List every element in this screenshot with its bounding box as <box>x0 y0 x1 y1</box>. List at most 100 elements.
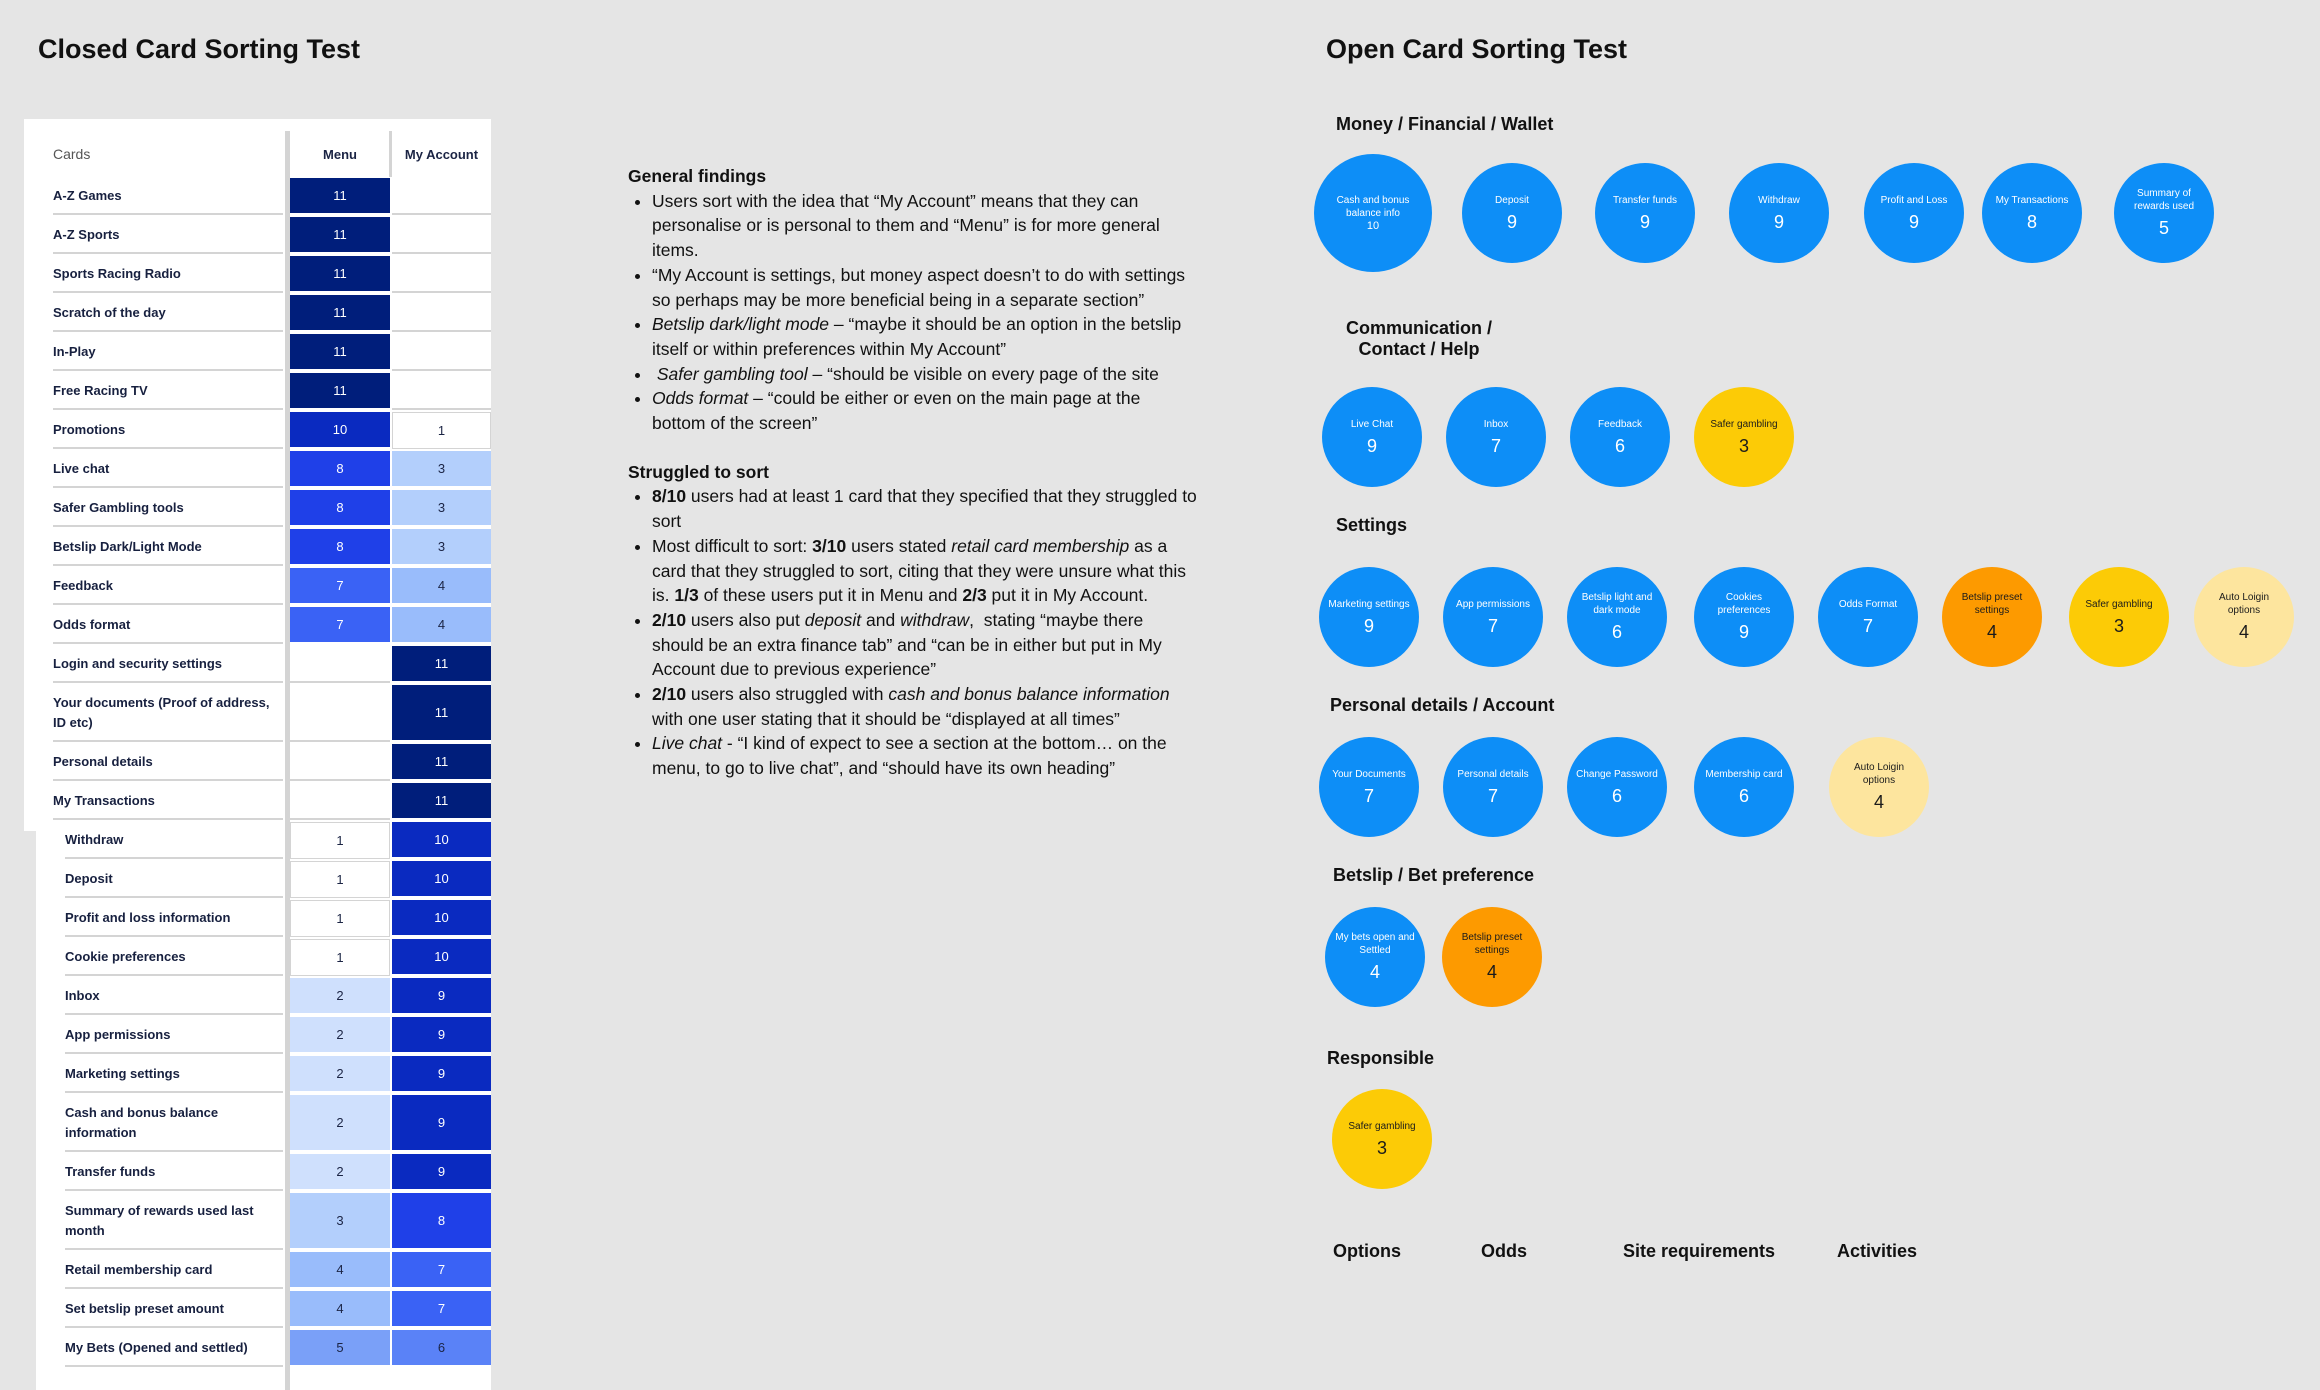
menu-count-cell: 1 <box>290 861 390 898</box>
card-label: Cookie preferences <box>65 939 283 976</box>
column-divider <box>389 131 392 177</box>
table-row: Cash and bonus balance information 2 9 <box>24 1095 491 1152</box>
menu-count-cell: 2 <box>290 1017 390 1054</box>
menu-column-header: Menu <box>323 147 357 162</box>
card-bubble-count: 9 <box>1363 615 1374 636</box>
card-label: Deposit <box>65 861 283 898</box>
card-label: In-Play <box>53 334 283 371</box>
closed-sort-table: Cards Menu My Account A-Z Games 11 A-Z Spo… <box>24 119 491 1390</box>
card-label: My Transactions <box>53 783 283 820</box>
table-row: Scratch of the day 11 <box>24 295 491 332</box>
group-heading: Personal details / Account <box>1330 695 1555 715</box>
account-count-cell: 10 <box>392 939 491 976</box>
account-count-cell: 6 <box>392 1330 491 1367</box>
empty-group-heading: Odds <box>1481 1241 1528 1261</box>
menu-count-cell: 11 <box>290 373 390 410</box>
card-bubble-label: Safer gambling <box>1348 1120 1416 1132</box>
card-bubble-count: 4 <box>2238 622 2249 642</box>
account-count-cell: 4 <box>392 607 491 644</box>
card-bubble-label: Profit and Loss <box>1880 194 1948 206</box>
table-row: A-Z Games 11 <box>24 178 491 215</box>
card-label: My Bets (Opened and settled) <box>65 1330 283 1367</box>
account-count-cell: 9 <box>392 978 491 1015</box>
account-count-cell <box>392 256 491 293</box>
card-label: Cash and bonus balance information <box>65 1095 283 1152</box>
general-findings-heading: General findings <box>628 166 767 186</box>
card-bubble-count: 9 <box>1506 211 1517 232</box>
table-row: Live chat 8 3 <box>24 451 491 488</box>
card-bubble-count: 3 <box>2113 615 2124 636</box>
account-count-cell: 3 <box>392 451 491 488</box>
finding-item: Live chat - “I kind of expect to see a s… <box>652 731 1198 780</box>
table-row: Inbox 2 9 <box>24 978 491 1015</box>
card-bubble-count: 10 <box>1366 220 1380 232</box>
table-row: Your documents (Proof of address, ID etc… <box>24 685 491 742</box>
card-bubble-count: 4 <box>1986 622 1997 642</box>
card-bubble-label: Betslip preset settings <box>1961 592 2023 616</box>
table-row: A-Z Sports 11 <box>24 217 491 254</box>
card-bubble-count: 4 <box>1486 962 1497 982</box>
finding-item: 2/10 users also struggled with cash and … <box>652 682 1198 731</box>
empty-group-heading: Site requirements <box>1623 1241 1776 1261</box>
card-bubble: Cash and bonus balance info 10 <box>1314 154 1432 272</box>
card-label: App permissions <box>65 1017 283 1054</box>
account-count-cell: 3 <box>392 529 491 566</box>
table-row: My Transactions 11 <box>24 783 491 820</box>
group-heading: Responsible <box>1327 1048 1435 1068</box>
table-row: Profit and loss information 1 10 <box>24 900 491 937</box>
card-bubble: My Transactions 8 <box>1982 163 2082 263</box>
card-label: Inbox <box>65 978 283 1015</box>
account-count-cell <box>392 334 491 371</box>
card-bubble-label: Inbox <box>1483 418 1509 430</box>
card-bubble: Summary of rewards used 5 <box>2114 163 2214 263</box>
account-count-cell <box>392 295 491 332</box>
account-count-cell: 10 <box>392 822 491 859</box>
account-count-cell: 10 <box>392 900 491 937</box>
account-count-cell <box>392 178 491 215</box>
card-label: Feedback <box>53 568 283 605</box>
card-label: A-Z Sports <box>53 217 283 254</box>
menu-count-cell: 4 <box>290 1291 390 1328</box>
card-bubble: Safer gambling 3 <box>1332 1089 1432 1189</box>
menu-count-cell: 1 <box>290 900 390 937</box>
card-bubble: Deposit 9 <box>1462 163 1562 263</box>
card-bubble-count: 6 <box>1611 622 1622 642</box>
table-row: Set betslip preset amount 4 7 <box>24 1291 491 1328</box>
card-bubble-count: 6 <box>1738 785 1749 806</box>
account-count-cell: 1 <box>392 412 491 449</box>
card-bubble: Withdraw 9 <box>1729 163 1829 263</box>
table-row: Promotions 10 1 <box>24 412 491 449</box>
card-bubble-label: Deposit <box>1495 194 1529 206</box>
card-bubble-label: My bets open and Settled <box>1335 932 1415 956</box>
group-heading: Betslip / Bet preference <box>1333 865 1535 885</box>
finding-item: Users sort with the idea that “My Accoun… <box>652 189 1198 263</box>
general-findings-list: Users sort with the idea that “My Accoun… <box>628 189 1198 436</box>
table-row: Cookie preferences 1 10 <box>24 939 491 976</box>
group-heading: Settings <box>1336 515 1408 535</box>
my-account-column-header: My Account <box>404 147 479 162</box>
card-bubble-label: Betslip light and dark mode <box>1581 592 1653 616</box>
menu-count-cell: 1 <box>290 822 390 859</box>
empty-group-heading: Options <box>1333 1241 1401 1261</box>
menu-count-cell: 11 <box>290 217 390 254</box>
card-bubble-label: Auto Loigin options <box>2218 592 2270 616</box>
card-bubble-label: Your Documents <box>1332 768 1406 780</box>
menu-count-cell: 7 <box>290 568 390 605</box>
card-label: Scratch of the day <box>53 295 283 332</box>
card-bubble-label: Change Password <box>1576 768 1658 780</box>
card-label: Summary of rewards used last month <box>65 1193 283 1250</box>
table-row: Summary of rewards used last month 3 8 <box>24 1193 491 1250</box>
table-row: App permissions 2 9 <box>24 1017 491 1054</box>
table-row: Deposit 1 10 <box>24 861 491 898</box>
card-bubble-count: 9 <box>1908 211 1919 232</box>
finding-item: 8/10 users had at least 1 card that they… <box>652 484 1198 533</box>
card-bubble: Inbox 7 <box>1446 387 1546 487</box>
account-count-cell <box>392 373 491 410</box>
menu-count-cell: 2 <box>290 1056 390 1093</box>
menu-count-cell: 1 <box>290 939 390 976</box>
card-label: Transfer funds <box>65 1154 283 1191</box>
card-bubble: Personal details 7 <box>1443 737 1543 837</box>
closed-test-title: Closed Card Sorting Test <box>38 34 361 64</box>
card-bubble-count: 9 <box>1639 211 1650 232</box>
finding-item: “My Account is settings, but money aspec… <box>652 263 1198 312</box>
